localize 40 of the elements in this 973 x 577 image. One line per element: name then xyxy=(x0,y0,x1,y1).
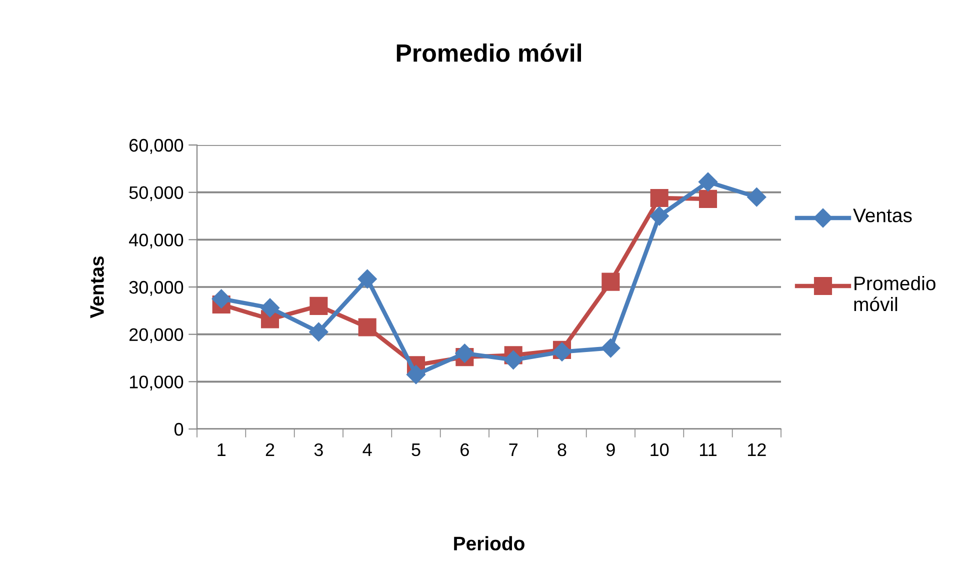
x-tick-label: 3 xyxy=(314,443,323,456)
point xyxy=(212,289,231,308)
legend-label: Promedio móvil xyxy=(854,276,936,312)
x-tick-label: 11 xyxy=(700,444,716,456)
point xyxy=(358,269,377,288)
y-tick-label: 10,000 xyxy=(130,376,184,391)
x-tick-label: 12 xyxy=(748,443,766,456)
y-tick-label: 20,000 xyxy=(129,328,184,344)
legend-label: Ventas xyxy=(853,208,912,222)
y-axis-title: Ventas xyxy=(90,256,104,318)
chart-title: Promedio móvil xyxy=(396,43,581,62)
x-tick-label: 7 xyxy=(509,444,518,456)
x-tick-label: 5 xyxy=(412,444,420,456)
y-tick-label: 60,000 xyxy=(130,138,184,154)
x-tick-label: 1 xyxy=(218,444,226,456)
point xyxy=(309,322,328,342)
y-tick-label: 30,000 xyxy=(129,280,184,296)
x-tick-label: 10 xyxy=(650,443,669,456)
point xyxy=(260,298,280,318)
point xyxy=(406,365,426,384)
point xyxy=(455,344,474,363)
point xyxy=(602,272,620,291)
point xyxy=(310,296,328,315)
point xyxy=(650,188,668,208)
point xyxy=(504,350,523,370)
x-axis-title: Periodo xyxy=(454,536,524,550)
x-tick-label: 8 xyxy=(558,443,566,456)
x-tick-label: 9 xyxy=(606,443,615,456)
x-tick-label: 4 xyxy=(362,444,372,456)
point xyxy=(358,318,376,336)
point xyxy=(698,172,718,192)
y-tick-label: 40,000 xyxy=(129,234,184,249)
y-tick-label: 50,000 xyxy=(129,186,184,202)
point xyxy=(650,206,669,226)
point xyxy=(698,190,718,208)
x-tick-label: 2 xyxy=(266,443,274,456)
point xyxy=(747,188,766,207)
point xyxy=(601,338,620,358)
x-tick-label: 6 xyxy=(460,443,469,456)
y-tick-label: 0 xyxy=(174,422,184,436)
